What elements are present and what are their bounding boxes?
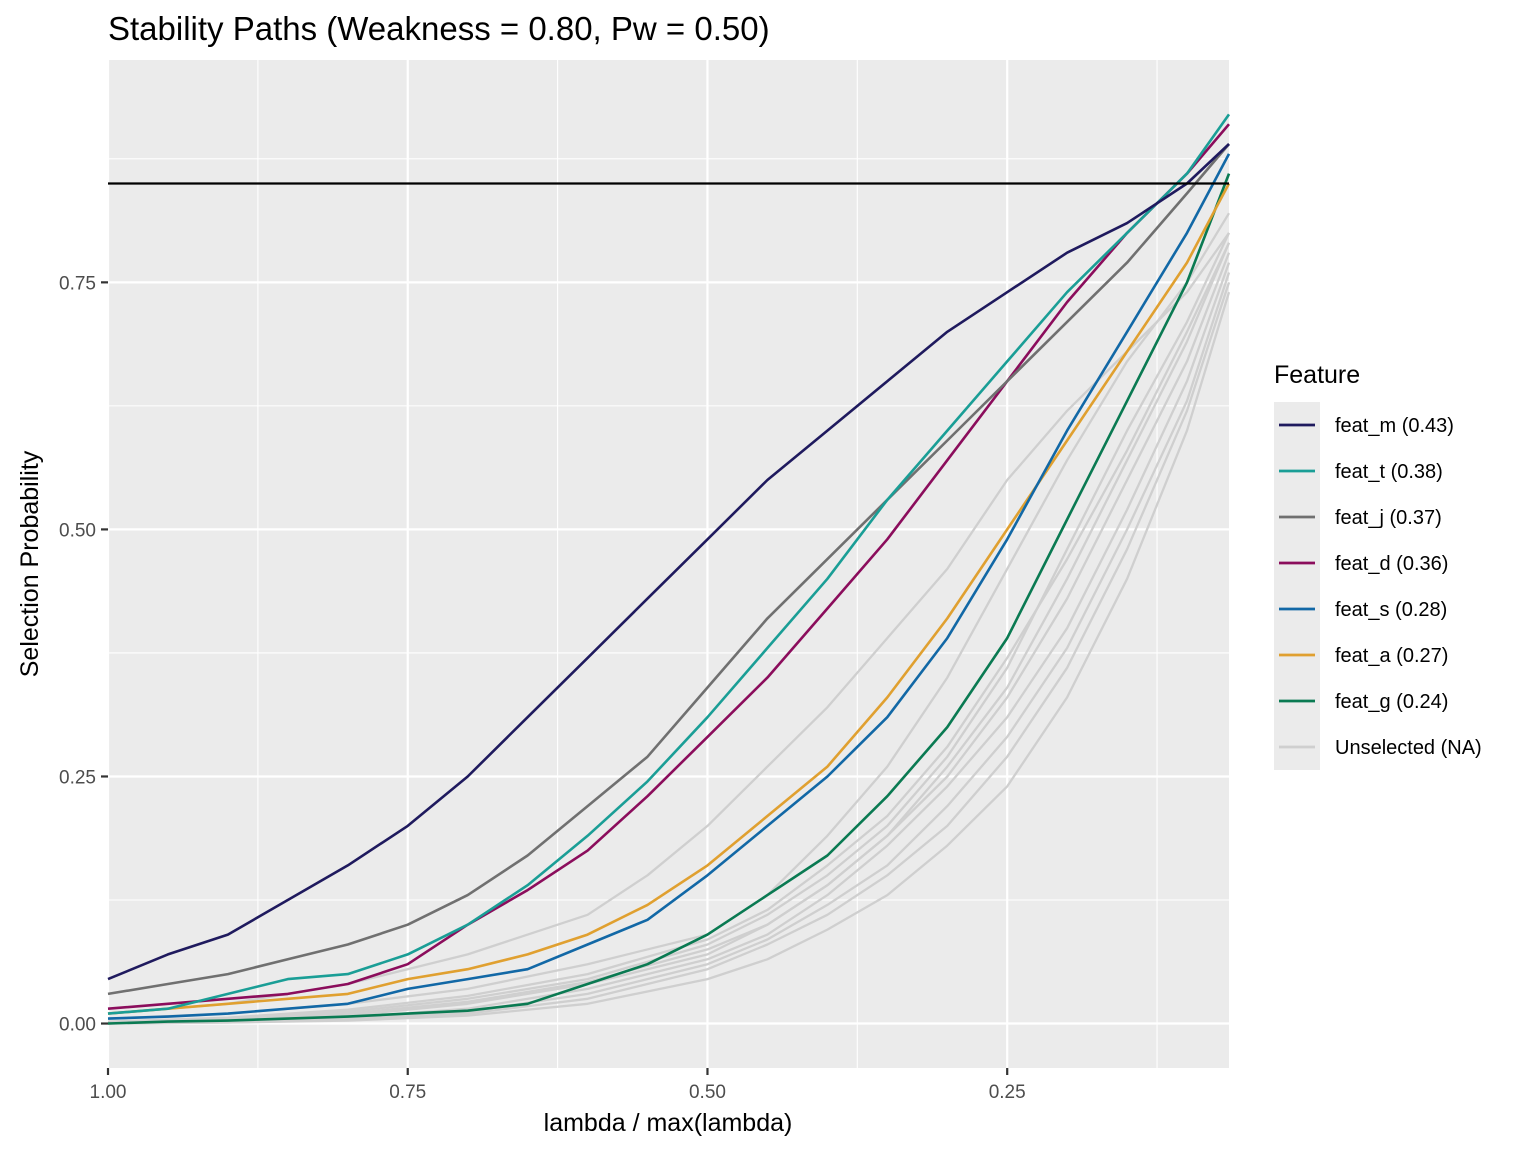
y-tick-label: 0.75: [59, 273, 96, 294]
x-axis-label: lambda / max(lambda): [544, 1109, 793, 1137]
legend-label: feat_j (0.37): [1335, 507, 1442, 529]
series-lines: [107, 113, 1231, 1025]
unselected-series-line: [107, 272, 1231, 1025]
y-tick-label: 0.00: [59, 1015, 96, 1036]
x-tick-label: 0.75: [389, 1082, 426, 1103]
x-axis: 1.00 0.75 0.50 0.25: [90, 1068, 1026, 1103]
x-tick-label: 0.25: [989, 1082, 1026, 1103]
legend-label: feat_t (0.38): [1335, 461, 1443, 483]
unselected-series-line: [107, 212, 1230, 1020]
series-line-feat-t: [107, 113, 1231, 1015]
x-tick-label: 1.00: [90, 1082, 127, 1103]
legend-key-background: [1274, 402, 1320, 770]
legend: Feature feat_m (0.43) feat_t (0.38) feat_j…: [1274, 361, 1482, 770]
legend-label: Unselected (NA): [1335, 737, 1482, 759]
series-line-feat-a: [107, 182, 1231, 1015]
legend-label: feat_g (0.24): [1335, 691, 1448, 713]
legend-label: feat_d (0.36): [1335, 553, 1448, 575]
legend-label: feat_s (0.28): [1335, 599, 1447, 621]
y-axis-label: Selection Probability: [16, 450, 44, 677]
series-line-feat-g: [107, 173, 1231, 1025]
y-tick-label: 0.25: [59, 767, 96, 788]
unselected-series-line: [107, 282, 1231, 1025]
x-tick-label: 0.50: [689, 1082, 726, 1103]
series-line-feat-s: [107, 153, 1231, 1020]
series-line-feat-m: [107, 143, 1230, 981]
legend-label: feat_m (0.43): [1335, 415, 1454, 437]
unselected-series-line: [107, 242, 1231, 1023]
series-line-feat-d: [107, 123, 1230, 1010]
unselected-series-line: [107, 242, 1231, 1025]
y-tick-label: 0.50: [59, 520, 96, 541]
unselected-series-line: [107, 291, 1231, 1025]
legend-label: feat_a (0.27): [1335, 645, 1448, 667]
legend-title: Feature: [1274, 361, 1360, 389]
y-axis: 0.00 0.25 0.50 0.75: [59, 273, 108, 1036]
unselected-series-line: [107, 232, 1231, 1025]
series-line-feat-j: [107, 143, 1230, 996]
chart-title: Stability Paths (Weakness = 0.80, Pw = 0…: [108, 10, 770, 47]
